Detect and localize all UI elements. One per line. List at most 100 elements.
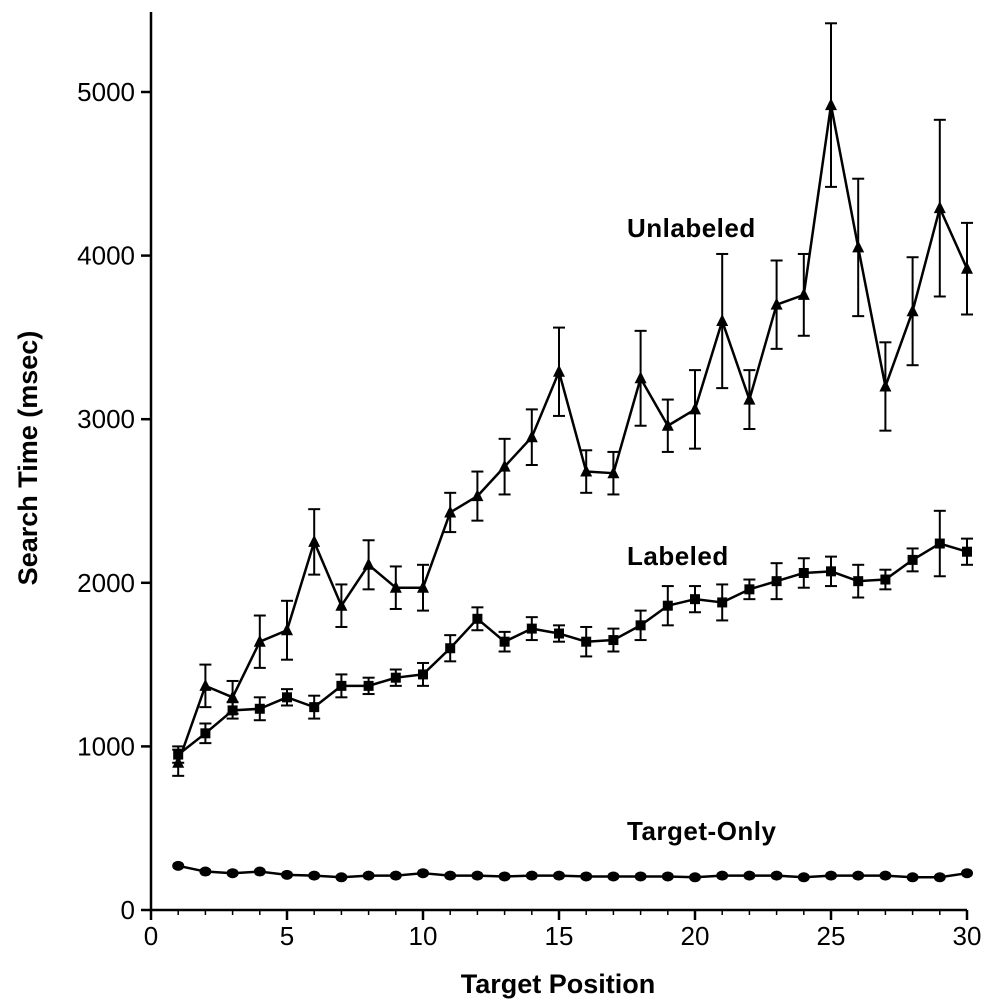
series-unlabeled xyxy=(172,22,973,777)
data-point xyxy=(363,680,374,691)
series-line-target-only xyxy=(177,864,968,879)
data-point xyxy=(608,635,619,646)
series-layer xyxy=(172,22,973,883)
x-axis-title: Target Position xyxy=(461,969,656,999)
data-point xyxy=(526,623,537,634)
data-point xyxy=(826,566,836,577)
x-tick-label: 25 xyxy=(817,921,846,951)
data-point xyxy=(199,678,212,691)
data-point xyxy=(689,872,701,883)
x-ticks: 0 5 10 15 20 25 30 xyxy=(144,910,981,951)
data-point xyxy=(553,364,565,377)
data-point xyxy=(282,692,292,703)
x-tick-label: 20 xyxy=(681,921,710,951)
y-ticks: 0 1000 2000 3000 4000 5000 xyxy=(77,77,151,925)
data-point xyxy=(417,580,429,593)
data-point xyxy=(253,866,266,877)
data-point xyxy=(173,749,184,760)
series-label-target-only: Target-Only xyxy=(627,816,777,846)
data-point xyxy=(581,636,592,647)
data-point xyxy=(226,690,239,703)
data-point xyxy=(227,705,238,716)
data-point xyxy=(336,680,347,691)
series-line-labeled xyxy=(177,542,968,756)
data-point xyxy=(879,379,892,392)
data-point xyxy=(933,201,946,214)
data-point xyxy=(635,620,646,631)
data-point xyxy=(690,594,700,605)
data-point xyxy=(309,702,320,713)
data-point xyxy=(743,870,756,881)
data-point xyxy=(907,554,918,565)
data-point xyxy=(661,418,674,431)
data-point xyxy=(744,584,755,595)
data-point xyxy=(880,574,891,585)
data-point xyxy=(444,505,457,518)
data-point xyxy=(607,466,620,479)
data-point xyxy=(390,672,401,683)
data-point xyxy=(580,464,593,477)
data-point xyxy=(825,870,837,881)
data-point xyxy=(554,628,564,639)
data-point xyxy=(770,870,783,881)
data-point xyxy=(389,870,402,881)
data-point xyxy=(825,98,837,111)
data-point xyxy=(634,371,647,384)
data-point xyxy=(308,534,321,547)
data-point xyxy=(335,872,348,883)
data-point xyxy=(499,636,510,647)
data-point xyxy=(906,872,919,883)
data-point xyxy=(961,261,973,274)
series-target-only xyxy=(172,860,973,883)
data-point xyxy=(471,489,484,502)
data-point xyxy=(661,871,674,882)
data-point xyxy=(389,580,402,593)
data-point xyxy=(525,430,538,443)
y-axis-title: Search Time (msec) xyxy=(13,331,43,586)
data-point xyxy=(961,868,973,879)
data-point xyxy=(471,870,484,881)
data-point xyxy=(853,576,864,587)
data-point xyxy=(253,634,266,647)
data-point xyxy=(717,597,728,608)
data-point xyxy=(226,868,239,879)
series-line-unlabeled xyxy=(177,103,969,764)
data-point xyxy=(689,402,701,415)
data-point xyxy=(445,643,456,654)
y-tick-label: 3000 xyxy=(77,404,135,434)
data-point xyxy=(417,868,429,879)
data-point xyxy=(254,703,265,714)
data-point xyxy=(172,860,185,871)
data-point xyxy=(797,872,810,883)
x-tick-label: 15 xyxy=(545,921,574,951)
data-point xyxy=(444,870,457,881)
data-point xyxy=(580,871,593,882)
data-point xyxy=(743,392,756,405)
series-label-unlabeled: Unlabeled xyxy=(627,213,756,243)
y-tick-label: 1000 xyxy=(77,731,135,761)
data-point xyxy=(472,613,483,624)
data-point xyxy=(634,871,647,882)
y-tick-label: 0 xyxy=(121,895,135,925)
data-point xyxy=(852,240,865,253)
data-point xyxy=(770,297,783,310)
data-point xyxy=(662,600,673,611)
axes xyxy=(149,12,967,912)
data-point xyxy=(308,870,321,881)
data-point xyxy=(335,598,348,611)
data-point xyxy=(200,728,211,739)
data-point xyxy=(281,623,293,636)
data-point xyxy=(716,870,729,881)
data-point xyxy=(199,866,212,877)
data-point xyxy=(498,459,511,472)
x-tick-label: 10 xyxy=(409,921,438,951)
y-tick-label: 4000 xyxy=(77,241,135,271)
data-point xyxy=(362,557,375,570)
data-point xyxy=(525,870,538,881)
data-point xyxy=(879,870,892,881)
x-tick-label: 5 xyxy=(280,921,294,951)
series-label-labeled: Labeled xyxy=(627,541,729,571)
data-point xyxy=(716,314,729,327)
data-point xyxy=(362,870,375,881)
data-point xyxy=(852,870,865,881)
